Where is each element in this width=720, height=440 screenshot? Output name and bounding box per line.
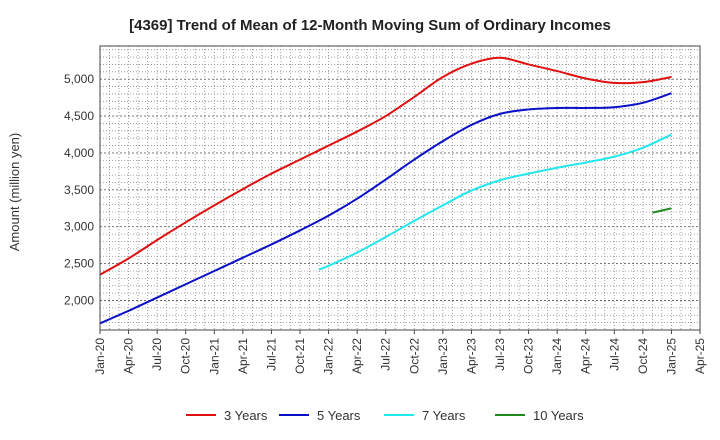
y-tick-label: 2,500 [64,257,94,271]
x-tick-label: Oct-22 [407,338,421,374]
x-tick-label: Oct-24 [636,338,650,374]
y-tick-label: 4,500 [64,109,94,123]
x-tick-label: Jul-24 [607,338,621,371]
x-tick-label: Jan-22 [322,338,336,375]
y-tick-label: 5,000 [64,72,94,86]
series-line-10-years [652,207,672,214]
plot-frame [99,45,701,331]
legend-label-3-years: 3 Years [224,408,268,423]
x-tick-label: Apr-22 [350,338,364,374]
legend-label-10-years: 10 Years [533,408,584,423]
legend: 3 Years 5 Years 7 Years 10 Years [186,408,584,423]
series-line-3-years [99,56,672,276]
x-tick-label: Jan-25 [664,338,678,375]
legend-label-7-years: 7 Years [422,408,466,423]
x-tick-label: Jan-21 [207,338,221,375]
y-tick-label: 2,000 [64,293,94,307]
x-tick-label: Oct-20 [179,338,193,374]
x-tick-label: Apr-23 [464,338,478,374]
x-tick-label: Oct-23 [522,338,536,374]
plot-area: 2,000 2,500 3,000 3,500 4,000 4,500 5,000 Jan-2… [64,45,707,375]
x-tick-label: Apr-20 [122,338,136,374]
plot-background [100,46,700,330]
series-line-5-years [99,92,672,325]
x-tick-label: Jul-22 [379,338,393,371]
y-tick-label: 4,000 [64,146,94,160]
x-tick-label: Jan-20 [93,338,107,375]
chart-title: [4369] Trend of Mean of 12-Month Moving … [129,17,611,34]
x-tick-label: Apr-21 [236,338,250,374]
legend-label-5-years: 5 Years [317,408,361,423]
x-tick-label: Jan-24 [550,338,564,375]
x-tick-label: Apr-25 [693,338,707,374]
x-tick-label: Jul-20 [150,338,164,371]
x-tick-label: Jul-23 [493,338,507,371]
x-tick-label: Apr-24 [579,338,593,374]
x-tick-label: Jan-23 [436,338,450,375]
y-axis-label: Amount (million yen) [7,133,22,252]
y-tick-label: 3,500 [64,183,94,197]
y-tick-label: 3,000 [64,220,94,234]
series-line-7-years [318,133,672,271]
x-tick-label: Oct-21 [293,338,307,374]
x-tick-label: Jul-21 [264,338,278,371]
